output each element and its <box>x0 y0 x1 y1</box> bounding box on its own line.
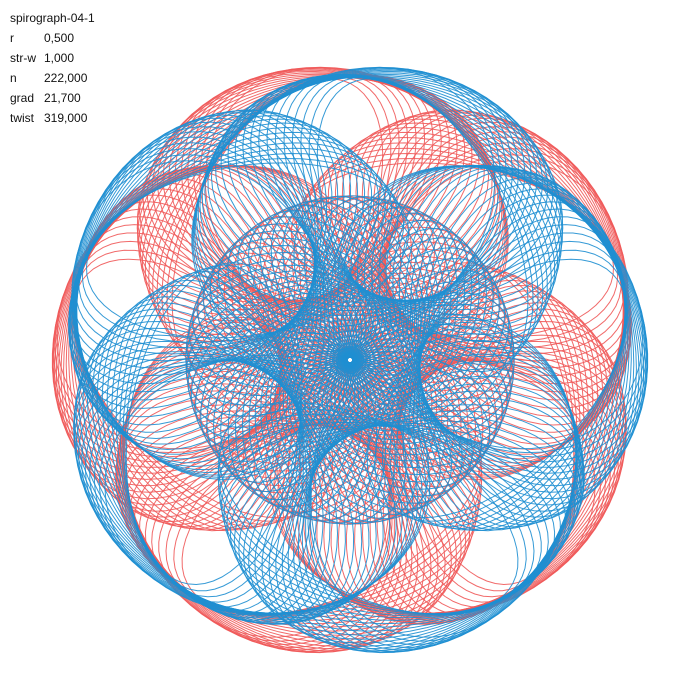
blue-curve <box>76 117 316 455</box>
blue-curve <box>75 114 317 451</box>
blue-curve <box>85 162 410 339</box>
blue-curve <box>316 78 529 380</box>
blue-curve <box>119 270 302 603</box>
param-name: grad <box>10 91 35 105</box>
blue-curve-layer <box>68 66 649 654</box>
param-row-grad: grad 21,700 <box>10 88 95 108</box>
blue-curve <box>78 152 399 349</box>
sketch-title: spirograph-04-1 <box>10 11 95 25</box>
param-row-twist: twist 319,000 <box>10 108 95 128</box>
param-value: 1,000 <box>44 51 75 65</box>
blue-curve <box>75 147 393 355</box>
red-inner-curve <box>301 233 487 365</box>
blue-curve <box>398 165 643 500</box>
blue-curve <box>191 67 496 354</box>
blue-curve <box>81 157 405 343</box>
parameter-readout: spirograph-04-1 r 0,500 str-w 1,000 n 22… <box>10 8 95 128</box>
blue-curve <box>309 317 578 638</box>
param-name: twist <box>10 111 34 125</box>
param-name: r <box>10 31 14 45</box>
blue-curve <box>104 354 431 616</box>
param-value: 319,000 <box>44 111 88 125</box>
blue-curve <box>337 165 644 450</box>
red-inner-curve <box>315 255 507 377</box>
blue-curve <box>71 160 340 480</box>
blue-inner-curve <box>343 269 505 428</box>
param-row-str-w: str-w 1,000 <box>10 48 95 68</box>
param-name: str-w <box>10 51 36 65</box>
blue-curve <box>275 375 583 652</box>
blue-inner-curve <box>345 258 500 424</box>
blue-inner-curve <box>346 237 487 415</box>
blue-curve <box>204 75 549 304</box>
param-row-r: r 0,500 <box>10 28 95 48</box>
blue-inner-curve <box>346 247 494 419</box>
param-value: 21,700 <box>44 91 81 105</box>
param-row-n: n 222,000 <box>10 68 95 88</box>
blue-curve <box>73 346 384 619</box>
param-name: n <box>10 71 17 85</box>
param-value: 0,500 <box>44 31 75 45</box>
blue-inner-curve <box>340 280 510 432</box>
blue-inner-curve <box>345 227 480 411</box>
param-value: 222,000 <box>44 71 88 85</box>
